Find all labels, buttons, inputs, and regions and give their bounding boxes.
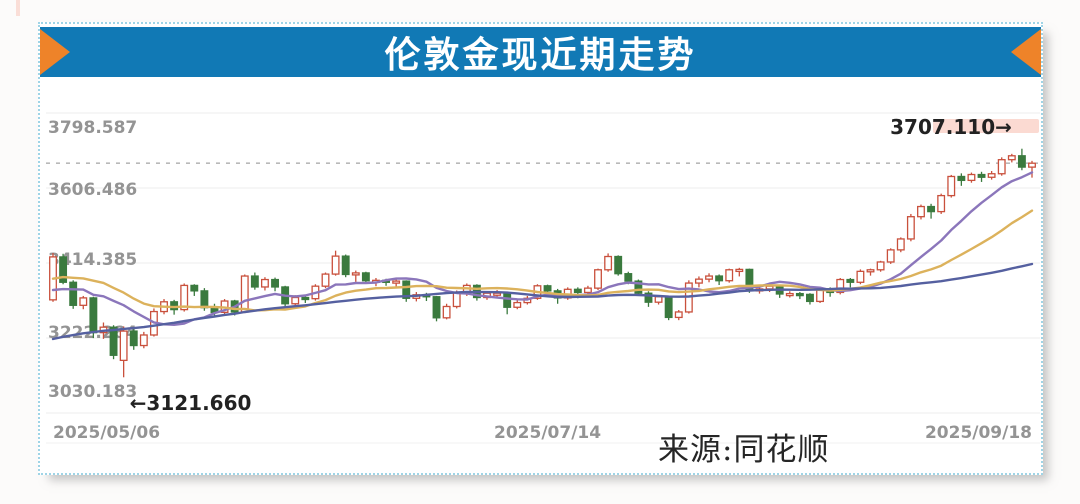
candle-body — [89, 297, 98, 334]
y-axis-label: 3414.385 — [48, 250, 137, 270]
candle-body — [886, 249, 895, 263]
candle-body — [705, 275, 713, 280]
candle-body — [664, 296, 673, 319]
candle-body — [180, 284, 189, 311]
candle-body — [947, 175, 956, 197]
candle-body — [513, 301, 522, 308]
candle-body — [240, 275, 249, 313]
candle-body — [543, 285, 552, 292]
y-axis-label: 3606.486 — [48, 180, 137, 200]
candle-body — [937, 194, 946, 213]
candle-body — [170, 301, 179, 311]
chart-title: 伦敦金现近期走势 — [384, 35, 697, 76]
low-price-annotation: ←3121.660 — [130, 391, 252, 415]
candle-body — [846, 278, 855, 283]
candle-body — [250, 275, 259, 288]
candle-body — [109, 326, 118, 356]
candle-body — [200, 290, 209, 309]
candle-body — [785, 292, 794, 297]
candle-body — [725, 269, 734, 282]
candle-body — [594, 269, 602, 289]
candle-body — [896, 238, 905, 251]
candle-body — [503, 292, 512, 308]
x-axis-label: 2025/05/06 — [53, 423, 160, 443]
candle-body — [967, 173, 976, 182]
candle-body — [321, 273, 330, 287]
candle-body — [301, 296, 310, 301]
candle-body — [715, 275, 724, 282]
x-axis-label: 2025/09/18 — [925, 423, 1032, 443]
ma-line-60 — [51, 262, 1034, 341]
candle-body — [341, 255, 350, 276]
candle-body — [139, 334, 148, 347]
candle-body — [129, 330, 138, 347]
candle-body — [79, 297, 88, 306]
left-arrow-icon — [40, 29, 70, 75]
candle-body — [119, 330, 128, 362]
ma-line-10 — [51, 171, 1034, 326]
candle-body — [1007, 155, 1016, 161]
candle-body — [957, 175, 966, 182]
candle-body — [190, 284, 199, 292]
title-bar: 伦敦金现近期走势 — [40, 27, 1041, 77]
y-axis-label: 3798.587 — [48, 118, 137, 138]
candle-body — [876, 261, 885, 271]
candle-body — [836, 278, 845, 294]
high-price-annotation: 3707.110→ — [890, 115, 1012, 139]
candle-body — [1017, 155, 1026, 168]
candle-body — [654, 296, 663, 303]
candle-body — [806, 293, 814, 303]
candle-body — [361, 272, 370, 282]
candle-body — [573, 288, 582, 294]
candle-body — [442, 305, 451, 319]
candle-body — [1028, 162, 1036, 168]
candle-body — [856, 270, 865, 283]
x-axis-label: 2025/07/14 — [494, 423, 601, 443]
candle-body — [432, 296, 441, 319]
candle-body — [997, 159, 1006, 175]
candle-body — [906, 216, 915, 240]
candle-body — [271, 278, 279, 288]
candle-body — [351, 272, 360, 276]
candle-body — [694, 278, 703, 284]
candle-body — [59, 256, 68, 283]
candle-body — [927, 205, 936, 213]
candle-body — [291, 296, 300, 305]
candle-body — [493, 292, 502, 296]
y-axis-label: 3030.183 — [48, 382, 137, 402]
candle-body — [674, 311, 683, 319]
source-credit: 来源:同花顺 — [658, 432, 830, 468]
candle-body — [644, 292, 653, 303]
candle-body — [987, 173, 996, 178]
scan-artifact — [16, 0, 20, 16]
candle-body — [392, 280, 401, 284]
candle-body — [614, 255, 623, 275]
chart-panel: 伦敦金现近期走势 — [38, 22, 1043, 475]
candle-body — [604, 255, 613, 271]
right-arrow-icon — [1011, 29, 1041, 75]
candle-body — [624, 273, 633, 282]
candle-body — [795, 292, 804, 297]
highlight-artifact — [933, 119, 1039, 133]
candle-body — [402, 280, 411, 299]
candle-body — [866, 269, 875, 273]
candle-body — [583, 287, 592, 294]
candle-body — [634, 280, 643, 294]
ma-line-20 — [51, 209, 1034, 312]
candle-body — [260, 278, 269, 288]
candle-body — [765, 285, 774, 290]
title-bar-background — [40, 27, 1041, 77]
candle-body — [331, 255, 340, 275]
candle-body — [452, 292, 461, 308]
candle-body — [917, 205, 925, 218]
candle-body — [977, 173, 986, 178]
candle-body — [735, 268, 744, 273]
candle-body — [69, 281, 78, 306]
